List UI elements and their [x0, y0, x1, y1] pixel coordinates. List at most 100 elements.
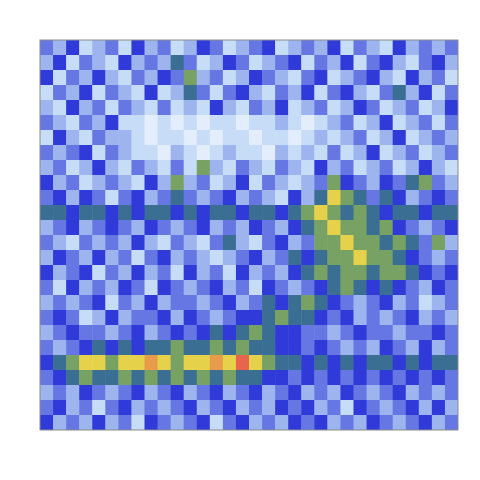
heatmap-cell: [79, 130, 93, 146]
heatmap-cell: [40, 100, 54, 116]
heatmap-cell: [314, 385, 328, 401]
heatmap-cell: [79, 235, 93, 251]
heatmap-cell: [301, 385, 315, 401]
heatmap-cell: [380, 250, 394, 266]
heatmap-cell: [105, 190, 119, 206]
heatmap-cell: [92, 265, 106, 281]
heatmap-cell: [419, 115, 433, 131]
heatmap-cell: [262, 250, 276, 266]
heatmap-cell: [236, 70, 250, 86]
heatmap-cell: [184, 355, 198, 371]
heatmap-cell: [210, 160, 224, 176]
heatmap-cell: [131, 280, 145, 296]
heatmap-cell: [40, 370, 54, 386]
heatmap-cell: [406, 145, 420, 161]
heatmap-cell: [79, 175, 93, 191]
heatmap-cell: [380, 280, 394, 296]
heatmap-cell: [380, 70, 394, 86]
heatmap-cell: [262, 55, 276, 71]
heatmap-cell: [406, 370, 420, 386]
heatmap-cell: [314, 415, 328, 430]
heatmap-cell: [79, 70, 93, 86]
heatmap-cell: [92, 400, 106, 416]
heatmap-cell: [327, 205, 341, 221]
heatmap-cell: [118, 370, 132, 386]
heatmap-cell: [223, 70, 237, 86]
heatmap-cell: [105, 70, 119, 86]
heatmap-cell: [105, 85, 119, 101]
heatmap-cell: [275, 55, 289, 71]
heatmap-cell: [79, 280, 93, 296]
heatmap-cell: [40, 280, 54, 296]
heatmap-cell: [406, 400, 420, 416]
heatmap-cell: [145, 85, 159, 101]
heatmap-cell: [145, 145, 159, 161]
heatmap-cell: [79, 340, 93, 356]
heatmap-cell: [445, 385, 458, 401]
heatmap-cell: [445, 340, 458, 356]
heatmap-cell: [354, 55, 368, 71]
heatmap-cell: [445, 175, 458, 191]
heatmap-cell: [79, 265, 93, 281]
heatmap-cell: [432, 85, 446, 101]
heatmap-cell: [118, 250, 132, 266]
heatmap-cell: [79, 370, 93, 386]
heatmap-cell: [249, 145, 263, 161]
heatmap-cell: [380, 55, 394, 71]
heatmap-cell: [249, 40, 263, 56]
heatmap-cell: [340, 115, 354, 131]
heatmap-cell: [419, 400, 433, 416]
heatmap-cell: [327, 250, 341, 266]
heatmap-cell: [40, 340, 54, 356]
heatmap-cell: [445, 40, 458, 56]
heatmap-cell: [419, 205, 433, 221]
heatmap-cell: [145, 160, 159, 176]
heatmap-cell: [40, 325, 54, 341]
heatmap-cell: [301, 160, 315, 176]
heatmap-cell: [354, 415, 368, 430]
heatmap-cell: [432, 325, 446, 341]
heatmap-cell: [79, 145, 93, 161]
heatmap-cell: [53, 145, 67, 161]
heatmap-cell: [432, 355, 446, 371]
heatmap-cell: [131, 115, 145, 131]
heatmap-cell: [158, 385, 172, 401]
heatmap-cell: [406, 295, 420, 311]
heatmap-cell: [53, 340, 67, 356]
heatmap-cell: [210, 220, 224, 236]
heatmap-cell: [236, 235, 250, 251]
heatmap-cell: [393, 265, 407, 281]
heatmap-cell: [275, 280, 289, 296]
heatmap-cell: [118, 40, 132, 56]
heatmap-cell: [367, 190, 381, 206]
heatmap-cell: [275, 175, 289, 191]
heatmap-cell: [210, 370, 224, 386]
heatmap-cell: [131, 370, 145, 386]
heatmap-cell: [105, 100, 119, 116]
heatmap-cell: [184, 325, 198, 341]
heatmap-cell: [118, 340, 132, 356]
heatmap-cell: [367, 55, 381, 71]
heatmap-cell: [53, 85, 67, 101]
heatmap-cell: [66, 385, 80, 401]
heatmap-cell: [145, 190, 159, 206]
heatmap-cell: [249, 295, 263, 311]
heatmap-cell: [419, 415, 433, 430]
heatmap-cell: [327, 280, 341, 296]
heatmap-cell: [367, 130, 381, 146]
heatmap-cell: [367, 355, 381, 371]
heatmap-cell: [131, 385, 145, 401]
heatmap-cell: [262, 145, 276, 161]
heatmap-cell: [406, 310, 420, 326]
heatmap-cell: [171, 145, 185, 161]
heatmap-cell: [314, 160, 328, 176]
heatmap-cell: [210, 385, 224, 401]
heatmap-cell: [367, 235, 381, 251]
heatmap-cell: [118, 205, 132, 221]
heatmap-cell: [197, 400, 211, 416]
heatmap-cell: [432, 250, 446, 266]
heatmap-cell: [327, 325, 341, 341]
heatmap-cell: [445, 370, 458, 386]
heatmap-cell: [249, 265, 263, 281]
heatmap-cell: [105, 310, 119, 326]
